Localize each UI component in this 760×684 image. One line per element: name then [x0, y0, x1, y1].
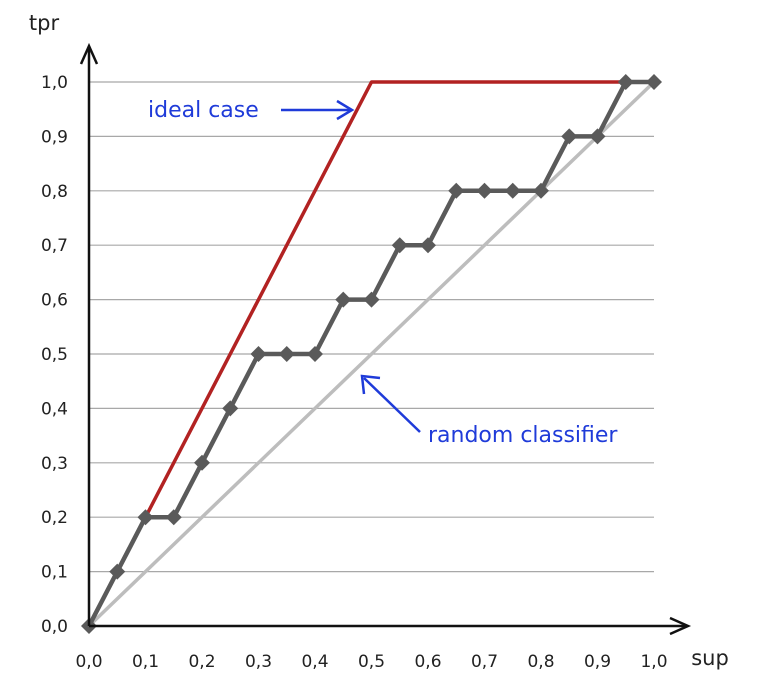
x-tick-label: 0,2: [188, 652, 215, 672]
data-point: [137, 509, 154, 526]
data-point: [278, 346, 295, 362]
y-tick-label: 0,9: [41, 127, 68, 147]
data-point: [194, 454, 210, 471]
series-layer: [81, 74, 662, 634]
x-tick-label: 0,5: [358, 652, 385, 672]
data-point: [109, 563, 126, 580]
data-point: [307, 346, 323, 362]
axes: [79, 42, 692, 636]
data-point: [391, 237, 408, 254]
data-point: [646, 74, 662, 90]
x-axis-title: sup: [691, 646, 729, 670]
y-tick-label: 0,4: [41, 399, 68, 419]
series-line-0: [87, 80, 656, 628]
annotation-arrowhead-random-classifier: [360, 374, 381, 395]
x-axis-arrowhead: [669, 616, 692, 636]
x-tick-label: 1,0: [640, 652, 667, 672]
tick-labels: 0,0 0,1 0,2 0,3 0,4 0,5 0,6 0,7 0,8 0,9 1,0 0,0 0,1 0…: [29, 11, 729, 672]
data-point: [165, 509, 182, 526]
y-tick-label: 0,3: [41, 454, 68, 474]
y-tick-label: 0,5: [41, 345, 68, 365]
data-point: [533, 182, 549, 199]
annotation-arrowhead-ideal-case: [336, 99, 355, 121]
data-point: [504, 182, 521, 199]
y-tick-label: 0,6: [41, 291, 68, 311]
y-tick-label: 0,2: [41, 508, 68, 528]
y-axis-title: tpr: [29, 11, 60, 35]
x-tick-label: 0,9: [584, 652, 611, 672]
annotation-ideal-case: ideal case: [148, 98, 259, 123]
x-tick-label: 0,7: [471, 652, 498, 672]
series-line-1: [87, 80, 654, 627]
data-point: [589, 128, 606, 145]
annotations: ideal case random classifier: [148, 98, 618, 448]
y-tick-label: 0,0: [41, 617, 68, 637]
y-tick-label: 1,0: [41, 73, 68, 93]
data-point: [250, 346, 267, 362]
data-point: [561, 128, 578, 145]
y-tick-label: 0,1: [41, 563, 68, 583]
annotation-arrow-random-classifier: [363, 377, 421, 433]
data-point: [363, 291, 380, 308]
x-tick-label: 0,4: [301, 652, 328, 672]
x-tick-label: 0,8: [527, 652, 554, 672]
x-tick-label: 0,6: [414, 652, 441, 672]
data-point: [476, 182, 493, 199]
grid: [89, 81, 654, 573]
y-tick-label: 0,8: [41, 182, 68, 202]
y-tick-label: 0,7: [41, 236, 68, 256]
x-tick-label: 0,3: [245, 652, 272, 672]
data-point: [448, 182, 465, 199]
annotation-random-classifier: random classifier: [428, 423, 618, 448]
y-axis-arrowhead: [79, 42, 99, 65]
data-point: [617, 74, 634, 90]
data-point: [222, 400, 239, 417]
x-tick-label: 0,1: [132, 652, 159, 672]
data-point: [420, 237, 436, 254]
data-point: [335, 291, 352, 308]
x-tick-label: 0,0: [75, 652, 102, 672]
